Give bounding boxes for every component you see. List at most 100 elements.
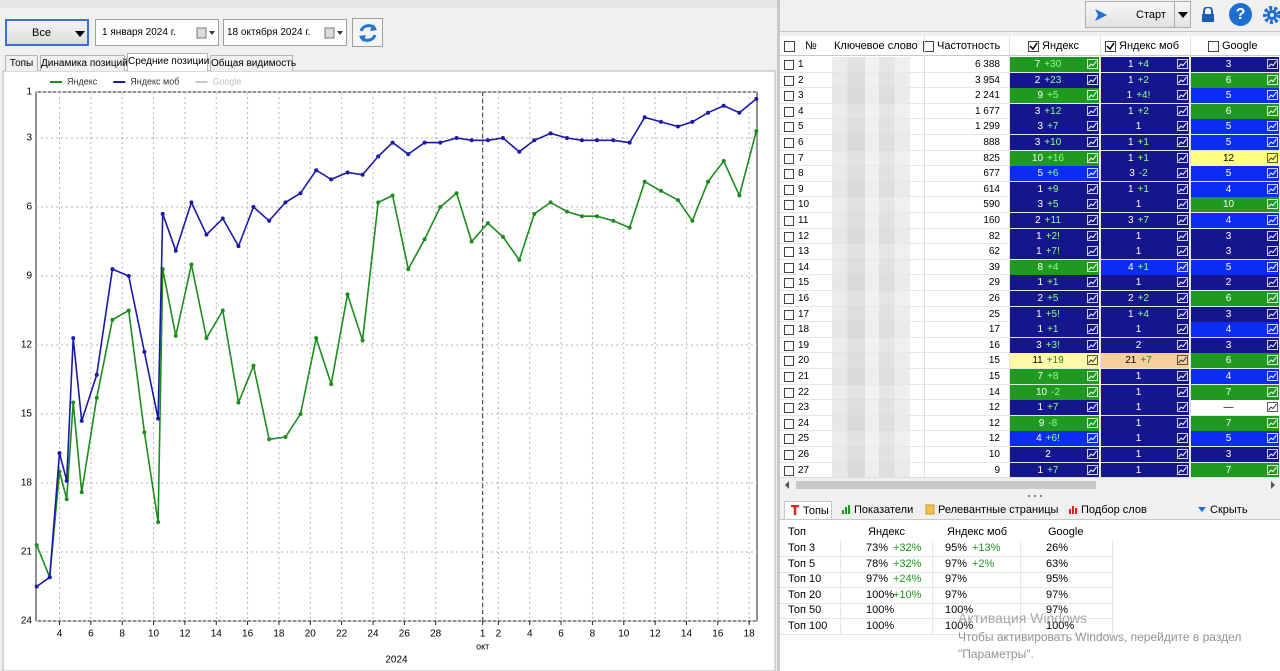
settings-icon[interactable] [1262, 4, 1280, 26]
trend-icon[interactable] [1087, 277, 1098, 288]
trend-icon[interactable] [1177, 402, 1188, 413]
trend-icon[interactable] [1177, 449, 1188, 459]
trend-icon[interactable] [1087, 371, 1098, 381]
trend-icon[interactable] [1177, 183, 1188, 194]
trend-icon[interactable] [1087, 246, 1098, 257]
h-scrollbar[interactable] [780, 477, 1280, 491]
trend-icon[interactable] [1177, 137, 1188, 147]
lock-icon[interactable] [1201, 7, 1215, 23]
row-checkbox[interactable] [784, 450, 794, 460]
row-checkbox[interactable] [784, 60, 794, 70]
header-checkbox[interactable] [1105, 41, 1116, 52]
trend-icon[interactable] [1267, 215, 1278, 225]
trend-icon[interactable] [1087, 464, 1098, 475]
header-checkbox[interactable] [1208, 41, 1219, 52]
trend-icon[interactable] [1267, 261, 1278, 272]
row-checkbox[interactable] [784, 138, 794, 148]
trend-icon[interactable] [1087, 293, 1098, 303]
trend-icon[interactable] [1177, 152, 1188, 163]
row-checkbox[interactable] [784, 106, 794, 117]
trend-icon[interactable] [1087, 183, 1098, 194]
trend-icon[interactable] [1087, 152, 1098, 163]
trend-icon[interactable] [1087, 417, 1098, 428]
row-checkbox[interactable] [784, 325, 794, 336]
row-checkbox[interactable] [784, 418, 794, 429]
row-checkbox[interactable] [784, 75, 794, 86]
trend-icon[interactable] [1087, 199, 1098, 210]
trend-icon[interactable] [1087, 449, 1098, 459]
row-checkbox[interactable] [784, 262, 794, 273]
period-select[interactable]: Все [5, 19, 89, 46]
trend-icon[interactable] [1267, 277, 1278, 288]
bottom-tab[interactable]: Топы [784, 501, 832, 519]
trend-icon[interactable] [1177, 246, 1188, 257]
row-checkbox[interactable] [784, 200, 794, 211]
trend-icon[interactable] [1087, 137, 1098, 147]
row-checkbox[interactable] [784, 403, 794, 414]
trend-icon[interactable] [1177, 464, 1188, 475]
header-checkbox[interactable] [784, 41, 795, 52]
trend-icon[interactable] [1087, 215, 1098, 225]
trend-icon[interactable] [1087, 339, 1098, 350]
trend-icon[interactable] [1177, 386, 1188, 397]
splitter[interactable] [777, 0, 780, 671]
trend-icon[interactable] [1177, 121, 1188, 132]
row-checkbox[interactable] [784, 231, 794, 242]
trend-icon[interactable] [1087, 230, 1098, 241]
trend-icon[interactable] [1267, 293, 1278, 303]
tab[interactable]: Топы [5, 55, 38, 71]
trend-icon[interactable] [1267, 402, 1278, 413]
row-checkbox[interactable] [784, 247, 794, 258]
trend-icon[interactable] [1177, 433, 1188, 444]
trend-icon[interactable] [1267, 386, 1278, 397]
header-checkbox[interactable] [1028, 41, 1039, 52]
date-from[interactable]: 1 января 2024 г. [95, 19, 219, 46]
trend-icon[interactable] [1177, 90, 1188, 101]
trend-icon[interactable] [1267, 417, 1278, 428]
trend-icon[interactable] [1177, 74, 1188, 85]
row-checkbox[interactable] [784, 278, 794, 289]
trend-icon[interactable] [1087, 74, 1098, 85]
row-checkbox[interactable] [784, 372, 794, 382]
trend-icon[interactable] [1087, 308, 1098, 319]
trend-icon[interactable] [1267, 433, 1278, 444]
bottom-tab[interactable]: Показатели [836, 501, 916, 519]
row-checkbox[interactable] [784, 465, 794, 476]
row-checkbox[interactable] [784, 340, 794, 351]
row-checkbox[interactable] [784, 153, 794, 164]
trend-icon[interactable] [1267, 152, 1278, 163]
trend-icon[interactable] [1267, 74, 1278, 85]
trend-icon[interactable] [1087, 59, 1098, 69]
trend-icon[interactable] [1267, 90, 1278, 101]
trend-icon[interactable] [1267, 121, 1278, 132]
help-button[interactable]: ? [1229, 3, 1252, 26]
trend-icon[interactable] [1087, 386, 1098, 397]
trend-icon[interactable] [1267, 308, 1278, 319]
row-checkbox[interactable] [784, 122, 794, 133]
trend-icon[interactable] [1177, 277, 1188, 288]
trend-icon[interactable] [1087, 261, 1098, 272]
trend-icon[interactable] [1177, 293, 1188, 303]
trend-icon[interactable] [1177, 355, 1188, 366]
date-to[interactable]: 18 октября 2024 г. [223, 19, 347, 46]
row-checkbox[interactable] [784, 387, 794, 398]
trend-icon[interactable] [1267, 324, 1278, 335]
bottom-tab[interactable]: Скрыть [1192, 501, 1252, 519]
trend-icon[interactable] [1177, 261, 1188, 272]
trend-icon[interactable] [1177, 215, 1188, 225]
trend-icon[interactable] [1087, 324, 1098, 335]
bottom-tab[interactable]: Подбор слов [1063, 501, 1188, 519]
trend-icon[interactable] [1267, 230, 1278, 241]
row-checkbox[interactable] [784, 169, 794, 180]
trend-icon[interactable] [1267, 355, 1278, 366]
row-checkbox[interactable] [784, 184, 794, 195]
trend-icon[interactable] [1177, 371, 1188, 381]
trend-icon[interactable] [1087, 355, 1098, 366]
trend-icon[interactable] [1267, 246, 1278, 257]
refresh-button[interactable] [352, 18, 383, 47]
tab[interactable]: Общая видимость [210, 55, 296, 71]
row-checkbox[interactable] [784, 216, 794, 226]
trend-icon[interactable] [1267, 105, 1278, 116]
trend-icon[interactable] [1267, 199, 1278, 210]
trend-icon[interactable] [1177, 199, 1188, 210]
